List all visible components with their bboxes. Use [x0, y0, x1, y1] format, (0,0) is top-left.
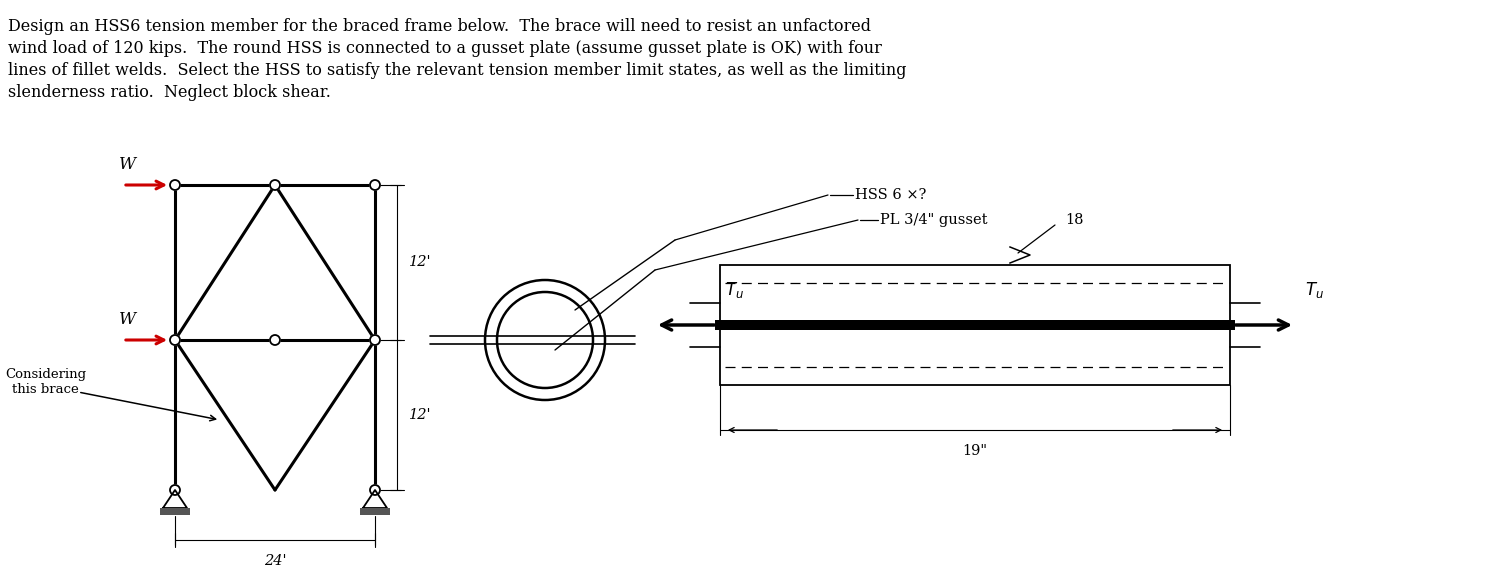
- Text: Considering
this brace: Considering this brace: [4, 368, 86, 396]
- Text: lines of fillet welds.  Select the HSS to satisfy the relevant tension member li: lines of fillet welds. Select the HSS to…: [7, 62, 906, 79]
- Bar: [361, 508, 390, 515]
- Text: 24': 24': [264, 554, 286, 568]
- Text: 18: 18: [1065, 213, 1083, 227]
- Text: $\mathit{T_u}$: $\mathit{T_u}$: [1305, 280, 1325, 300]
- Text: $\mathit{T_u}$: $\mathit{T_u}$: [726, 280, 744, 300]
- Text: wind load of 120 kips.  The round HSS is connected to a gusset plate (assume gus: wind load of 120 kips. The round HSS is …: [7, 40, 882, 57]
- Text: 12': 12': [408, 255, 432, 270]
- Circle shape: [370, 180, 380, 190]
- Circle shape: [370, 485, 380, 495]
- Text: 19": 19": [963, 444, 988, 458]
- Circle shape: [170, 180, 180, 190]
- Text: slenderness ratio.  Neglect block shear.: slenderness ratio. Neglect block shear.: [7, 84, 331, 101]
- Text: 12': 12': [408, 408, 432, 422]
- Bar: [715, 320, 1235, 330]
- Text: W: W: [118, 311, 136, 328]
- Text: PL 3/4" gusset: PL 3/4" gusset: [881, 213, 988, 227]
- Circle shape: [170, 335, 180, 345]
- Text: Design an HSS6 tension member for the braced frame below.  The brace will need t: Design an HSS6 tension member for the br…: [7, 18, 872, 35]
- Circle shape: [370, 335, 380, 345]
- Circle shape: [270, 335, 280, 345]
- Circle shape: [270, 180, 280, 190]
- Text: HSS 6 ×?: HSS 6 ×?: [855, 188, 927, 202]
- Circle shape: [170, 485, 180, 495]
- Text: W: W: [118, 156, 136, 173]
- Bar: [720, 265, 1231, 385]
- Bar: [159, 508, 191, 515]
